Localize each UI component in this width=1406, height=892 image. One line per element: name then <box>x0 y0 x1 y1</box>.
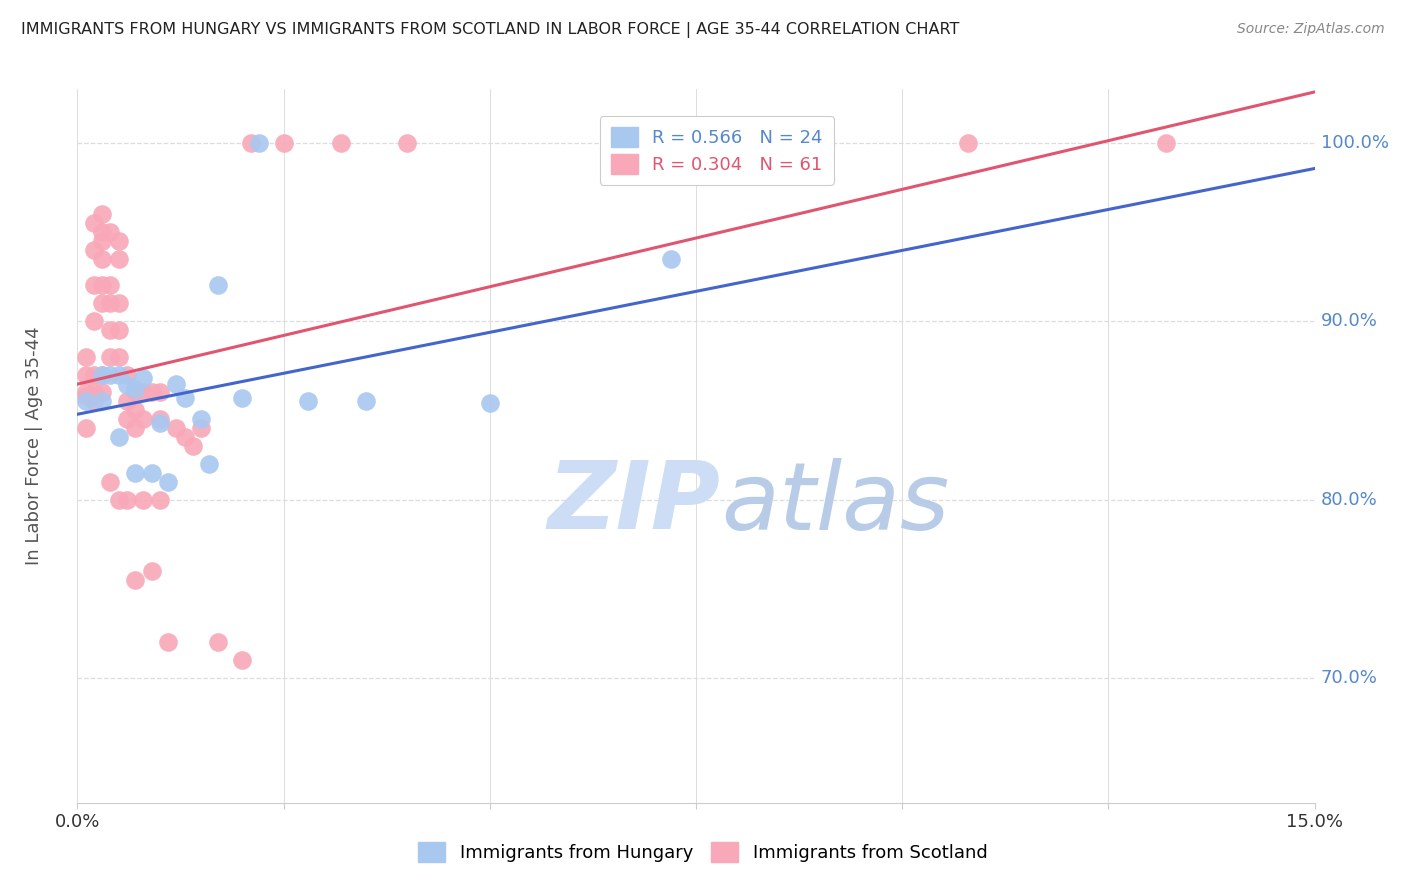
Point <box>91 368 114 382</box>
Point <box>115 368 138 382</box>
Point <box>98 475 121 489</box>
Point <box>115 378 138 392</box>
Point <box>149 416 172 430</box>
Text: IMMIGRANTS FROM HUNGARY VS IMMIGRANTS FROM SCOTLAND IN LABOR FORCE | AGE 35-44 C: IMMIGRANTS FROM HUNGARY VS IMMIGRANTS FR… <box>21 22 959 38</box>
Point <box>91 296 114 310</box>
Point <box>132 412 155 426</box>
Point <box>231 653 253 667</box>
Point <box>124 421 146 435</box>
Point <box>141 385 163 400</box>
Point <box>124 573 146 587</box>
Legend: R = 0.566   N = 24, R = 0.304   N = 61: R = 0.566 N = 24, R = 0.304 N = 61 <box>600 116 834 185</box>
Point <box>107 296 129 310</box>
Point <box>207 635 229 649</box>
Point <box>107 492 129 507</box>
Point <box>149 492 172 507</box>
Point <box>98 350 121 364</box>
Point <box>75 389 97 403</box>
Point <box>190 412 212 426</box>
Point <box>247 136 270 150</box>
Text: In Labor Force | Age 35-44: In Labor Force | Age 35-44 <box>25 326 44 566</box>
Point <box>157 475 180 489</box>
Point <box>107 368 129 382</box>
Point <box>181 439 204 453</box>
Point <box>98 278 121 293</box>
Point <box>173 391 195 405</box>
Point <box>107 323 129 337</box>
Point <box>957 136 980 150</box>
Point <box>354 394 377 409</box>
Point <box>330 136 353 150</box>
Point <box>75 385 97 400</box>
Point <box>149 385 172 400</box>
Point <box>157 635 180 649</box>
Point <box>132 385 155 400</box>
Point <box>91 207 114 221</box>
Point <box>91 394 114 409</box>
Point <box>107 350 129 364</box>
Point <box>91 234 114 248</box>
Legend: Immigrants from Hungary, Immigrants from Scotland: Immigrants from Hungary, Immigrants from… <box>411 835 995 870</box>
Text: ZIP: ZIP <box>548 457 721 549</box>
Point <box>83 216 105 230</box>
Point <box>75 368 97 382</box>
Point <box>124 382 146 396</box>
Point <box>91 385 114 400</box>
Point <box>83 385 105 400</box>
Point <box>107 234 129 248</box>
Point <box>91 252 114 266</box>
Point <box>231 391 253 405</box>
Point <box>83 368 105 382</box>
Point <box>396 136 419 150</box>
Point <box>98 296 121 310</box>
Point <box>141 564 163 578</box>
Point <box>198 457 221 471</box>
Point <box>141 466 163 480</box>
Point <box>165 421 187 435</box>
Point <box>107 252 129 266</box>
Text: 100.0%: 100.0% <box>1320 134 1389 152</box>
Point <box>1154 136 1177 150</box>
Point <box>98 323 121 337</box>
Point <box>297 394 319 409</box>
Point <box>83 243 105 257</box>
Point <box>124 403 146 417</box>
Point <box>165 376 187 391</box>
Point <box>132 492 155 507</box>
Point <box>98 225 121 239</box>
Text: 80.0%: 80.0% <box>1320 491 1378 508</box>
Text: 90.0%: 90.0% <box>1320 312 1378 330</box>
Point <box>91 278 114 293</box>
Point <box>107 430 129 444</box>
Point <box>659 252 682 266</box>
Point <box>91 368 114 382</box>
Point <box>83 278 105 293</box>
Point <box>124 385 146 400</box>
Point <box>239 136 262 150</box>
Text: atlas: atlas <box>721 458 949 549</box>
Point <box>478 396 501 410</box>
Point <box>75 350 97 364</box>
Point <box>173 430 195 444</box>
Point <box>98 368 121 382</box>
Point <box>115 492 138 507</box>
Point <box>115 394 138 409</box>
Point <box>115 412 138 426</box>
Point <box>207 278 229 293</box>
Point <box>124 466 146 480</box>
Point <box>75 394 97 409</box>
Point <box>83 314 105 328</box>
Text: 70.0%: 70.0% <box>1320 669 1378 687</box>
Point <box>132 371 155 385</box>
Point <box>190 421 212 435</box>
Point <box>273 136 295 150</box>
Point <box>149 412 172 426</box>
Text: Source: ZipAtlas.com: Source: ZipAtlas.com <box>1237 22 1385 37</box>
Point <box>83 394 105 409</box>
Point <box>75 421 97 435</box>
Point <box>91 225 114 239</box>
